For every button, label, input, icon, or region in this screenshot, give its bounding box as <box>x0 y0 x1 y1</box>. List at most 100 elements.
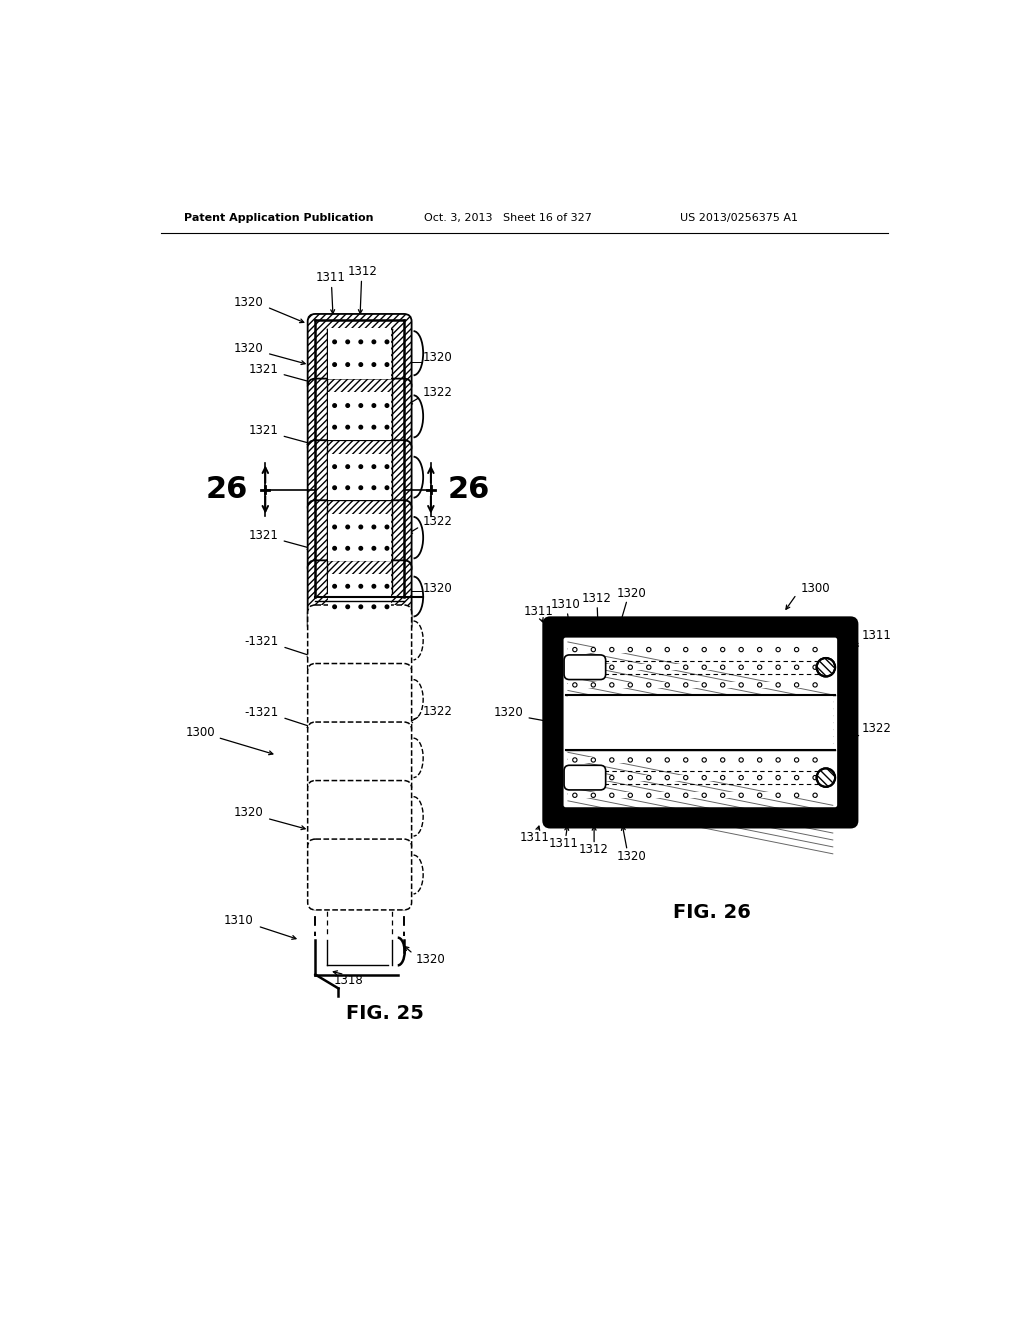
FancyBboxPatch shape <box>307 664 412 735</box>
FancyBboxPatch shape <box>307 780 412 853</box>
Text: 1320: 1320 <box>416 953 445 966</box>
Circle shape <box>758 647 762 652</box>
FancyBboxPatch shape <box>562 636 839 808</box>
Circle shape <box>813 682 817 686</box>
Circle shape <box>646 665 651 669</box>
FancyBboxPatch shape <box>307 314 412 392</box>
FancyBboxPatch shape <box>307 500 412 576</box>
Circle shape <box>628 793 633 797</box>
Circle shape <box>646 758 651 762</box>
Circle shape <box>372 546 376 550</box>
FancyBboxPatch shape <box>307 722 412 793</box>
Text: Patent Application Publication: Patent Application Publication <box>184 214 374 223</box>
Text: 1320: 1320 <box>616 850 646 862</box>
Text: 1321: 1321 <box>249 529 279 543</box>
Circle shape <box>385 363 389 367</box>
Circle shape <box>346 425 349 429</box>
Circle shape <box>795 775 799 780</box>
Circle shape <box>359 404 362 408</box>
Circle shape <box>572 682 577 686</box>
Circle shape <box>628 758 633 762</box>
Text: 26: 26 <box>206 475 249 504</box>
Circle shape <box>346 605 349 609</box>
Circle shape <box>721 758 725 762</box>
Circle shape <box>591 793 596 797</box>
Circle shape <box>702 793 707 797</box>
Bar <box>568 682 833 688</box>
FancyBboxPatch shape <box>307 840 412 909</box>
Circle shape <box>776 775 780 780</box>
Bar <box>329 454 391 500</box>
Circle shape <box>333 404 336 408</box>
Circle shape <box>609 775 614 780</box>
Text: 1311: 1311 <box>549 837 579 850</box>
Circle shape <box>721 775 725 780</box>
Circle shape <box>702 758 707 762</box>
Circle shape <box>758 775 762 780</box>
Circle shape <box>684 682 688 686</box>
Circle shape <box>346 546 349 550</box>
Circle shape <box>739 775 743 780</box>
Circle shape <box>758 793 762 797</box>
Text: 1300: 1300 <box>801 582 830 594</box>
Circle shape <box>702 775 707 780</box>
Circle shape <box>346 465 349 469</box>
Circle shape <box>646 682 651 686</box>
Circle shape <box>666 682 670 686</box>
Text: 1312: 1312 <box>582 593 611 606</box>
Circle shape <box>702 682 707 686</box>
Circle shape <box>359 585 362 587</box>
Circle shape <box>739 793 743 797</box>
Circle shape <box>346 486 349 490</box>
Circle shape <box>721 793 725 797</box>
Circle shape <box>359 341 362 343</box>
Circle shape <box>739 665 743 669</box>
Bar <box>329 327 391 379</box>
Circle shape <box>359 363 362 367</box>
Circle shape <box>702 647 707 652</box>
Circle shape <box>666 647 670 652</box>
Circle shape <box>333 465 336 469</box>
Bar <box>568 647 833 652</box>
Text: 1312: 1312 <box>580 843 609 857</box>
Circle shape <box>684 665 688 669</box>
FancyBboxPatch shape <box>307 605 412 676</box>
Bar <box>568 696 833 750</box>
Circle shape <box>609 647 614 652</box>
Circle shape <box>385 465 389 469</box>
Text: 1310: 1310 <box>551 598 581 611</box>
Circle shape <box>795 758 799 762</box>
Circle shape <box>359 486 362 490</box>
Circle shape <box>385 425 389 429</box>
Bar <box>568 756 833 763</box>
Circle shape <box>591 682 596 686</box>
Circle shape <box>372 363 376 367</box>
Circle shape <box>572 665 577 669</box>
Bar <box>568 775 833 780</box>
Circle shape <box>684 775 688 780</box>
Text: 1311: 1311 <box>315 271 346 284</box>
Circle shape <box>359 546 362 550</box>
Circle shape <box>385 525 389 529</box>
Circle shape <box>646 775 651 780</box>
Circle shape <box>372 585 376 587</box>
Circle shape <box>795 647 799 652</box>
Circle shape <box>591 665 596 669</box>
Circle shape <box>721 682 725 686</box>
Circle shape <box>795 665 799 669</box>
Circle shape <box>684 647 688 652</box>
Circle shape <box>609 665 614 669</box>
Circle shape <box>628 682 633 686</box>
Text: 1321: 1321 <box>249 363 279 376</box>
Bar <box>329 392 391 441</box>
Circle shape <box>572 758 577 762</box>
Circle shape <box>739 682 743 686</box>
Text: 1320: 1320 <box>423 351 453 363</box>
Circle shape <box>628 775 633 780</box>
FancyBboxPatch shape <box>564 655 605 680</box>
Text: -1321: -1321 <box>244 706 279 719</box>
Circle shape <box>359 525 362 529</box>
Text: 1320: 1320 <box>233 296 263 309</box>
Text: 1311: 1311 <box>520 832 550 843</box>
Circle shape <box>609 758 614 762</box>
